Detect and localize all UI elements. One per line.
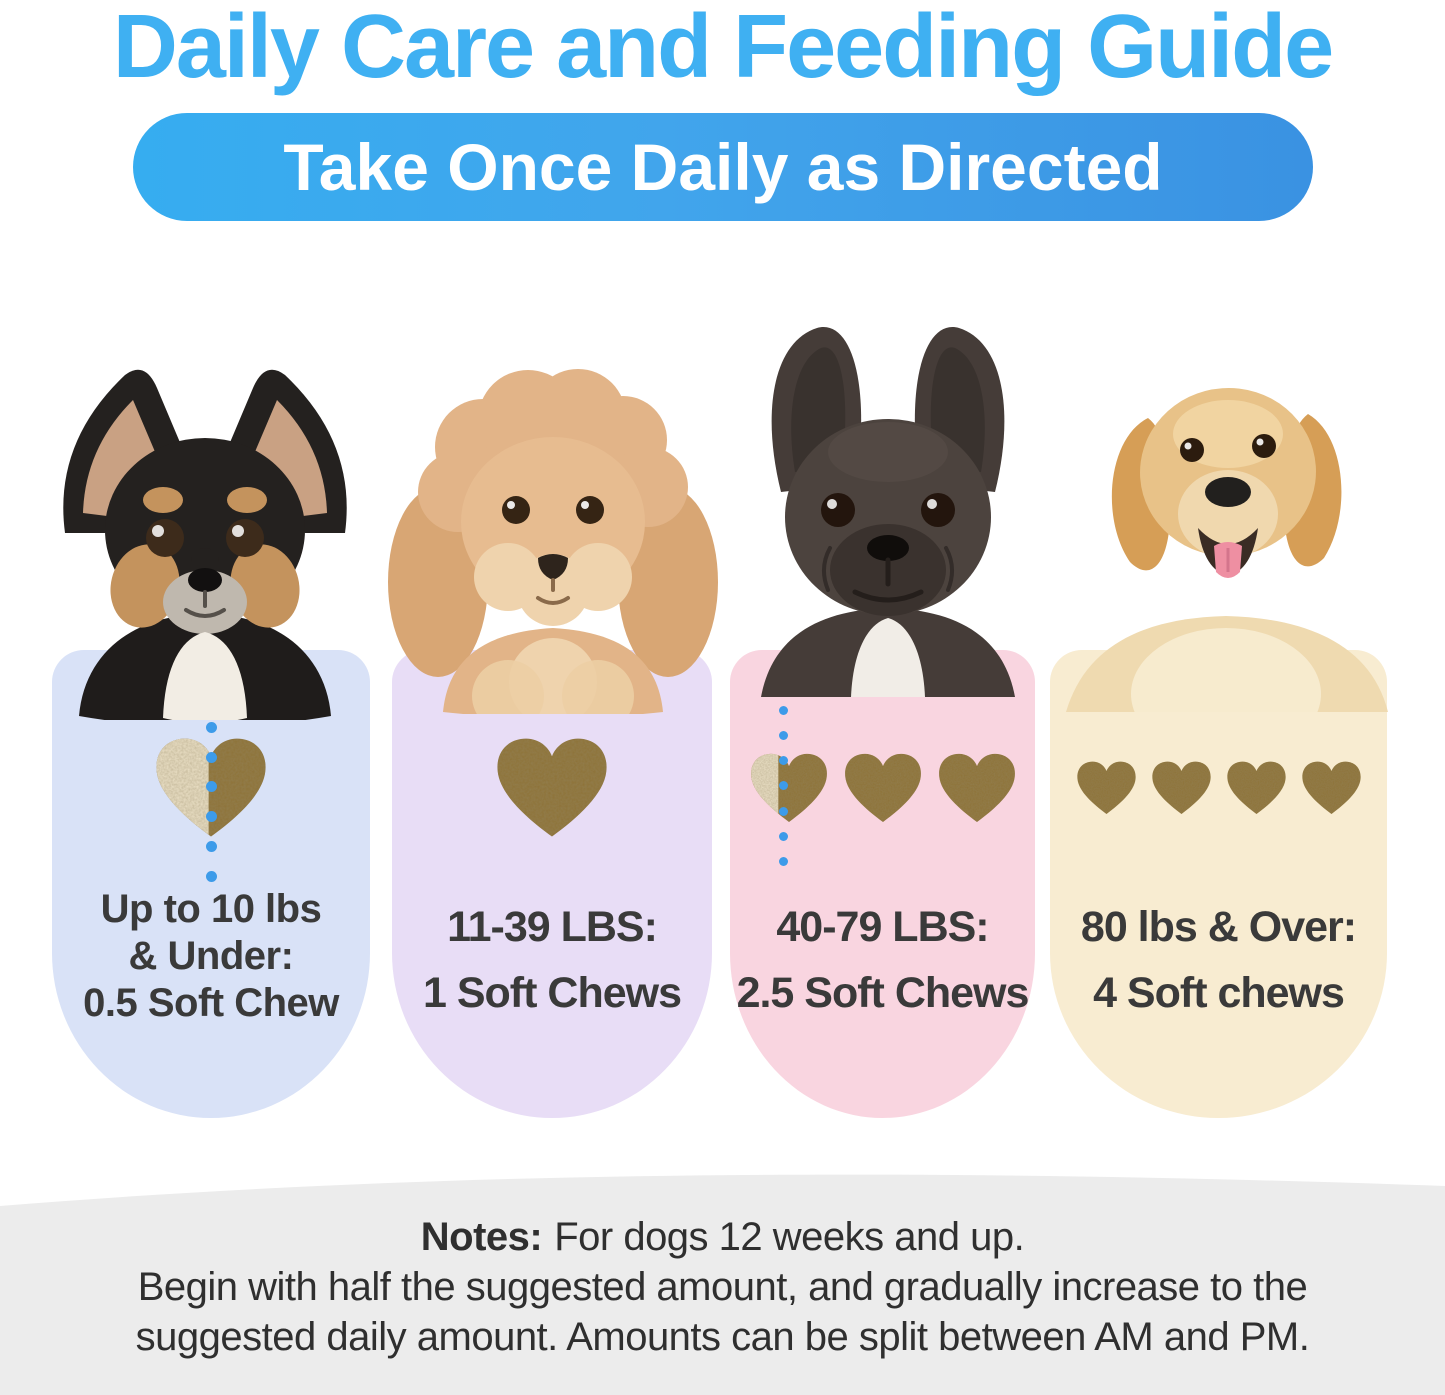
chew-heart-icon (1226, 761, 1286, 814)
cut-line-dots-icon (205, 692, 217, 882)
dose-label: 40-79 LBS: 2.5 Soft Chews (730, 894, 1035, 1026)
chew-heart-icon (844, 753, 921, 822)
dose-label: 11-39 LBS: 1 Soft Chews (392, 894, 712, 1026)
dose-label: 80 lbs & Over: 4 Soft chews (1050, 894, 1387, 1026)
golden-retriever-dog-image (1056, 322, 1396, 712)
toy-poodle-dog-image (388, 362, 718, 714)
feeding-card-80-lbs-over: 80 lbs & Over: 4 Soft chews (1050, 650, 1387, 1118)
weight-range-line: 11-39 LBS: (447, 903, 658, 951)
chew-heart-icon (1151, 761, 1211, 814)
chew-amount-illustration (52, 692, 370, 882)
dose-amount-line: 1 Soft Chews (423, 969, 682, 1017)
weight-range-line: & Under: (128, 934, 294, 978)
notes-line-2: Begin with half the suggested amount, an… (137, 1265, 1308, 1309)
chew-heart-icon (497, 738, 607, 837)
dose-amount-line: 2.5 Soft Chews (736, 969, 1030, 1017)
feeding-card-40-79-lbs: 40-79 LBS: 2.5 Soft Chews (730, 650, 1035, 1118)
chew-amount-illustration (730, 692, 1035, 882)
notes-label: Notes: (420, 1215, 543, 1259)
weight-range-line: 40-79 LBS: (776, 903, 989, 951)
weight-range-line: Up to 10 lbs (100, 887, 322, 931)
notes-text: For dogs 12 weeks and up. (554, 1215, 1025, 1259)
chew-heart-icon (938, 753, 1015, 822)
feeding-card-up-to-10-lbs: Up to 10 lbs & Under: 0.5 Soft Chew (52, 650, 370, 1118)
chew-heart-icon (1076, 761, 1136, 814)
notes-background (0, 1174, 1445, 1395)
dosage-banner: Take Once Daily as Directed (133, 113, 1313, 221)
chihuahua-dog-image (45, 348, 365, 720)
chew-amount-illustration (392, 692, 712, 882)
half-chew-heart-icon (750, 753, 827, 822)
page-title: Daily Care and Feeding Guide (112, 0, 1334, 97)
chew-amount-illustration (1050, 692, 1387, 882)
dose-amount-line: 0.5 Soft Chew (83, 981, 339, 1025)
notes-section: Notes: For dogs 12 weeks and up. Begin wi… (0, 1212, 1445, 1362)
chew-heart-icon (1301, 761, 1361, 814)
notes-line-1: Notes: For dogs 12 weeks and up. (0, 1212, 1445, 1262)
notes-line-3: suggested daily amount. Amounts can be s… (135, 1315, 1310, 1359)
cut-line-dots-icon (778, 706, 788, 866)
dose-label: Up to 10 lbs & Under: 0.5 Soft Chew (52, 886, 370, 1027)
french-bulldog-dog-image (733, 302, 1043, 697)
feeding-card-11-39-lbs: 11-39 LBS: 1 Soft Chews (392, 650, 712, 1118)
dosage-banner-text: Take Once Daily as Directed (283, 130, 1163, 204)
dose-amount-line: 4 Soft chews (1093, 969, 1345, 1017)
weight-range-line: 80 lbs & Over: (1080, 903, 1357, 951)
